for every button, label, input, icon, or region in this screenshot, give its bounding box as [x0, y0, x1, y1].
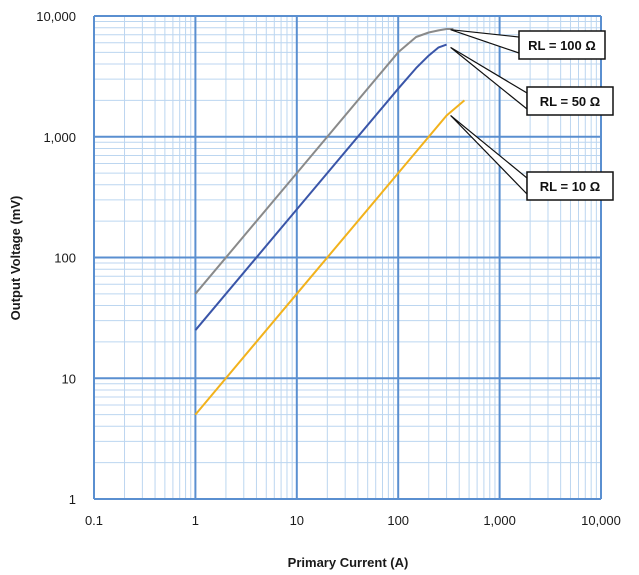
callout-pointer	[450, 29, 520, 54]
callout-box	[526, 171, 614, 201]
x-tick-labels: 0.1 1 10 100 1,000 10,000	[85, 513, 621, 528]
series-line-2	[194, 43, 447, 331]
series-line-3	[194, 99, 466, 416]
callout-pointer	[450, 115, 528, 196]
x-tick-label: 1	[192, 513, 199, 528]
y-tick-label: 10,000	[36, 9, 76, 24]
y-tick-label: 100	[54, 251, 76, 266]
callout-3: RL = 10 Ω	[450, 115, 614, 201]
x-axis-title: Primary Current (A)	[288, 555, 409, 570]
x-tick-label: 10,000	[581, 513, 621, 528]
callout-1: RL = 100 Ω	[450, 29, 606, 60]
y-tick-label: 1,000	[43, 130, 76, 145]
y-tick-labels: 1 10 100 1,000 10,000	[36, 9, 76, 507]
x-tick-label: 10	[290, 513, 304, 528]
y-axis-title: Output Voltage (mV)	[8, 196, 23, 321]
grid	[93, 15, 602, 500]
y-tick-label: 10	[62, 371, 76, 386]
callout-label: RL = 10 Ω	[540, 179, 600, 194]
callout-label: RL = 50 Ω	[540, 94, 600, 109]
callout-2: RL = 50 Ω	[450, 46, 614, 116]
callout-box	[526, 86, 614, 116]
callout-box	[518, 30, 606, 60]
x-tick-label: 100	[387, 513, 409, 528]
y-tick-label: 1	[69, 492, 76, 507]
series-lines	[194, 28, 466, 416]
callout-pointer	[450, 46, 528, 111]
series-line-1	[194, 28, 454, 295]
x-tick-label: 0.1	[85, 513, 103, 528]
x-tick-label: 1,000	[483, 513, 516, 528]
callout-label: RL = 100 Ω	[528, 38, 596, 53]
callouts: RL = 100 Ω RL = 50 Ω RL = 10 Ω	[450, 29, 614, 201]
